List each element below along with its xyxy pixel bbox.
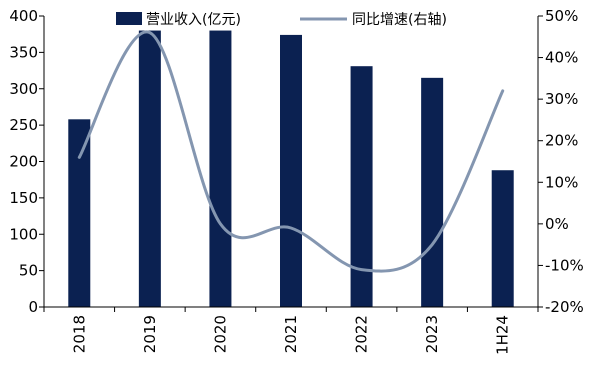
left-tick-label: 400 (9, 7, 38, 25)
bar-2018 (68, 119, 91, 307)
legend: 营业收入(亿元) 同比增速(右轴) (116, 12, 447, 28)
x-tick-label: 2023 (423, 315, 441, 353)
left-tick-label: 200 (9, 153, 38, 171)
line-layer (77, 30, 505, 273)
right-tick-label: 30% (545, 90, 578, 108)
left-tick-label: 150 (9, 189, 38, 207)
legend-label-growth: 同比增速(右轴) (352, 12, 447, 28)
x-tick-label: 2022 (353, 315, 371, 353)
right-tick-label: 40% (545, 49, 578, 67)
bar-2022 (350, 66, 373, 307)
right-tick-label: 0% (545, 215, 569, 233)
bar-2019 (138, 30, 161, 308)
right-tick-label: 20% (545, 132, 578, 150)
x-tick-label: 2021 (282, 315, 300, 353)
right-tick-label: -20% (545, 298, 584, 316)
legend-label-revenue: 营业收入(亿元) (146, 12, 241, 28)
axes-layer: 0 50 100 150 200 250 300 350 400 -20% -10% 0% 10% 20%… (9, 7, 583, 355)
legend-swatch-revenue (116, 12, 142, 25)
left-tick-label: 100 (9, 225, 38, 243)
right-tick-label: 10% (545, 173, 578, 191)
left-tick-label: 0 (28, 298, 38, 316)
left-tick-label: 300 (9, 80, 38, 98)
x-tick-label: 1H24 (494, 315, 512, 355)
growth-line (77, 30, 505, 273)
bars-layer (68, 30, 514, 308)
left-tick-label: 250 (9, 116, 38, 134)
right-tick-label: -10% (545, 256, 584, 274)
bar-1H24 (491, 170, 514, 307)
bar-2020 (209, 30, 232, 308)
x-tick-label: 2020 (211, 315, 229, 353)
x-tick-label: 2019 (141, 315, 159, 353)
bar-2021 (280, 34, 302, 307)
left-tick-label: 50 (19, 262, 38, 280)
x-tick-label: 2018 (70, 315, 88, 353)
right-tick-label: 50% (545, 7, 578, 25)
bar-2023 (421, 77, 444, 307)
left-tick-label: 350 (9, 43, 38, 61)
